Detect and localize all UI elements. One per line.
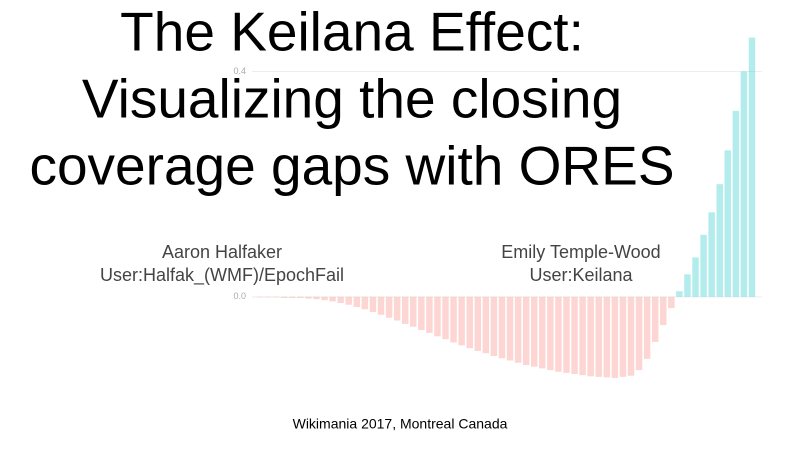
bar (522, 296, 530, 366)
bar (740, 71, 748, 297)
presenter-name: Emily Temple-Wood (501, 242, 660, 262)
bar (289, 296, 296, 298)
title-line: The Keilana Effect: (120, 1, 584, 63)
bar (635, 296, 643, 371)
bar (684, 274, 691, 297)
bar (313, 296, 320, 300)
bar (418, 296, 425, 331)
bar (708, 212, 715, 297)
presenter-name: Aaron Halfaker (162, 242, 282, 262)
bar (297, 296, 304, 298)
bar (377, 296, 385, 315)
bar (595, 296, 602, 377)
bar (611, 296, 619, 378)
bar (450, 296, 457, 343)
bar (563, 296, 570, 373)
bar (571, 296, 578, 375)
bar (281, 296, 288, 298)
bar (329, 296, 336, 302)
bar (651, 296, 659, 342)
bar (700, 234, 707, 297)
bar (442, 296, 449, 340)
bar (539, 296, 546, 369)
bar (732, 110, 740, 297)
bar (724, 150, 731, 297)
bar (716, 184, 723, 297)
bar (603, 296, 611, 378)
y-tick-label: 0.4 (233, 66, 246, 76)
bar (369, 296, 377, 313)
bar (385, 296, 393, 318)
bar (458, 296, 465, 346)
bar (587, 296, 594, 377)
bar (426, 296, 433, 333)
bar (555, 296, 562, 372)
bar (531, 296, 538, 367)
bar (466, 296, 473, 349)
title-line: Visualizing the closing (82, 68, 622, 130)
bar (748, 37, 756, 297)
presenter-user: User:Halfak_(WMF)/EpochFail (100, 265, 344, 286)
bar (627, 296, 635, 376)
bar (256, 296, 264, 298)
bar (619, 296, 627, 377)
bar (547, 296, 554, 371)
bar (676, 291, 683, 297)
bar (482, 296, 490, 354)
bar (401, 296, 409, 324)
bar (305, 296, 312, 299)
bar (393, 296, 401, 321)
bar (361, 296, 369, 310)
presenter-user: User:Keilana (529, 265, 633, 285)
bar (660, 296, 667, 326)
background-chart: 0.0 0.4 (233, 37, 762, 378)
footer: Wikimania 2017, Montreal Canada (293, 416, 508, 432)
bar (434, 296, 441, 337)
bar (514, 296, 522, 363)
bar (498, 296, 506, 359)
bar (643, 296, 651, 359)
y-tick-label: 0.0 (233, 291, 246, 301)
title-line: coverage gaps with ORES (29, 135, 674, 197)
bar (345, 296, 352, 305)
bar (410, 296, 417, 327)
bar (272, 296, 280, 298)
bar (353, 296, 361, 307)
bar (337, 296, 344, 304)
bar (490, 296, 498, 357)
bar (692, 257, 699, 297)
bar (474, 296, 481, 351)
bar (264, 296, 272, 298)
bar (579, 296, 586, 376)
bar (321, 296, 328, 301)
bar (506, 296, 514, 361)
bar (668, 296, 675, 309)
